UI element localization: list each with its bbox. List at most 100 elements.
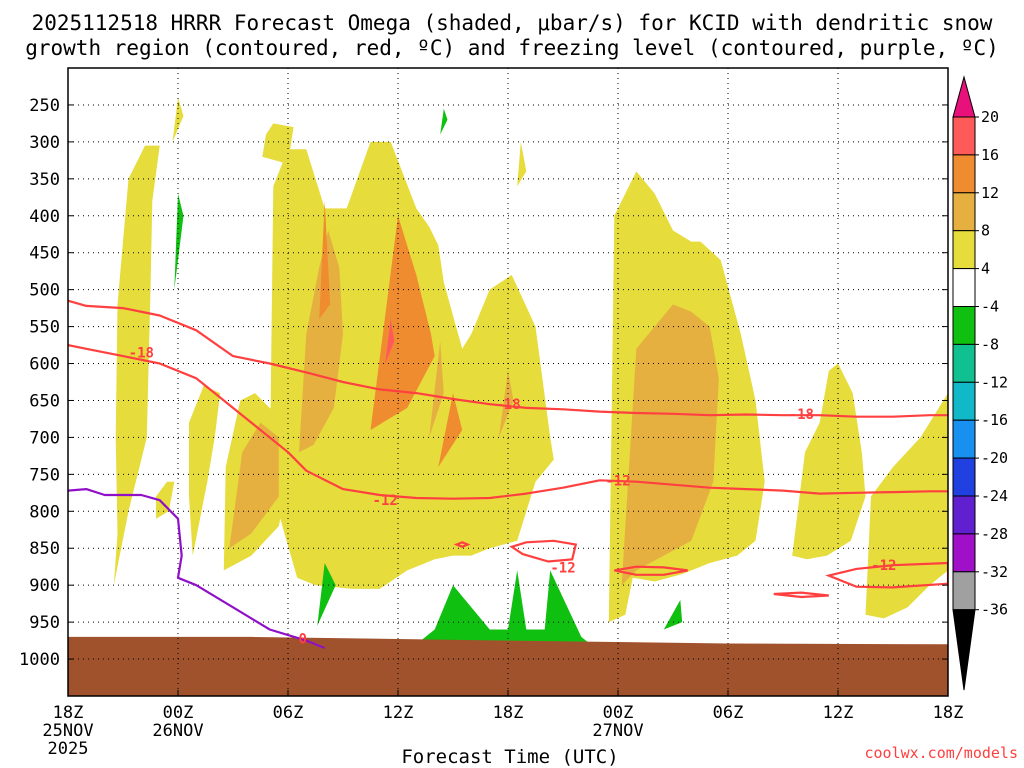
x-tick-label: 00Z (163, 703, 194, 723)
omega-region-omega-8-12 (299, 230, 343, 453)
omega-region-omega-8-12 (621, 304, 719, 586)
y-tick-label: 400 (29, 207, 60, 227)
colorbar: 20 16 12 8 4 -4 -8 -12 -16 -20 -24 -28 -32 -36 (952, 75, 1008, 691)
x-axis-title: Forecast Time (UTC) (401, 746, 618, 768)
contour-label: -12 (550, 560, 575, 576)
omega-shading-layer (113, 97, 948, 648)
omega-region-omega-4-8 (517, 141, 527, 187)
closed-contour (773, 591, 829, 599)
omega-region-omega-neg-4-8 (174, 193, 184, 290)
y-tick-label: 900 (29, 576, 60, 596)
y-tick-label: 750 (29, 465, 60, 485)
colorbar-swatch (952, 154, 976, 194)
y-tick-label: 500 (29, 281, 60, 301)
contour-layer (68, 299, 948, 650)
contour-label: -12 (373, 493, 398, 509)
omega-region-omega-4-8 (262, 123, 294, 164)
omega-region-omega-4-8 (865, 393, 948, 619)
colorbar-label: -12 (981, 373, 1008, 391)
x-tick-label: 00Z (603, 703, 634, 723)
x-tick-label: 18Z (933, 703, 964, 723)
closed-contour (825, 561, 948, 589)
omega-region-omega-neg-4-8 (440, 108, 448, 135)
colorbar-swatch (952, 571, 976, 611)
y-tick-label: 700 (29, 428, 60, 448)
x-tick-date: 25NOV (42, 721, 93, 741)
omega-region-omega-8-12 (429, 341, 444, 438)
colorbar-label: -32 (981, 563, 1008, 581)
colorbar-swatch (952, 306, 976, 345)
grid-layer (67, 68, 949, 696)
terrain-layer (68, 636, 948, 696)
omega-region-omega-8-12 (229, 422, 279, 549)
colorbar-label: 12 (981, 184, 999, 202)
contour-label: -12 (871, 558, 896, 574)
omega-region-omega-4-8 (792, 363, 866, 560)
x-tick-label: 12Z (383, 703, 414, 723)
contour-label: 0 (298, 631, 306, 647)
contour-label-layer: -18 -18 -18 -12 -12 -12 -12 0 (129, 345, 897, 647)
y-tick-label: 1000 (19, 650, 60, 670)
colorbar-label: -20 (981, 449, 1008, 467)
omega-region-omega-4-8 (172, 97, 184, 142)
colorbar-swatch (952, 533, 976, 573)
y-axis: 250 300 350 400 450 500 550 600 650 700 750 800 850 9… (19, 96, 948, 670)
y-tick-label: 950 (29, 613, 60, 633)
contour-label: -18 (495, 397, 520, 413)
colorbar-swatch (952, 457, 976, 497)
colorbar-swatch (952, 116, 976, 156)
y-tick-label: 350 (29, 170, 60, 190)
colorbar-swatch (952, 495, 976, 535)
colorbar-label: 4 (981, 260, 990, 278)
omega-region-omega-12-16 (319, 201, 331, 320)
omega-region-omega-16-20 (385, 319, 395, 364)
chart-title-line2: growth region (contoured, red, ºC) and f… (25, 36, 999, 60)
contour-label: -12 (605, 473, 630, 489)
x-tick-label: 06Z (713, 703, 744, 723)
x-tick-label: 18Z (53, 703, 84, 723)
closed-contour (614, 565, 688, 576)
x-tick-date: 26NOV (152, 721, 203, 741)
colorbar-label: -28 (981, 525, 1008, 543)
colorbar-swatch (952, 343, 976, 383)
colorbar-label: 16 (981, 146, 999, 164)
colorbar-swatch (952, 192, 976, 232)
colorbar-swatch (952, 381, 976, 421)
omega-region-omega-neg-4-8 (317, 563, 336, 626)
y-tick-label: 650 (29, 391, 60, 411)
x-tick-date: 27NOV (592, 721, 643, 741)
omega-region-omega-4-8 (156, 481, 175, 519)
omega-region-omega-neg-4-8 (398, 570, 591, 648)
contour-line (68, 344, 948, 500)
terrain-ground (68, 636, 948, 696)
omega-region-omega-12-16 (370, 215, 435, 430)
y-tick-label: 450 (29, 244, 60, 264)
contour-label: -18 (129, 345, 154, 361)
y-tick-label: 300 (29, 133, 60, 153)
omega-region-omega-4-8 (189, 385, 221, 556)
x-tick-label: 12Z (823, 703, 854, 723)
y-tick-label: 800 (29, 502, 60, 522)
colorbar-label: -16 (981, 411, 1008, 429)
colorbar-label: -8 (981, 335, 999, 353)
colorbar-swatch (952, 419, 976, 459)
colorbar-label: -36 (981, 601, 1008, 619)
y-tick-label: 250 (29, 96, 60, 116)
colorbar-label: -24 (981, 487, 1008, 505)
colorbar-swatch (952, 230, 976, 270)
y-tick-label: 550 (29, 318, 60, 338)
x-tick-year: 2025 (48, 739, 89, 759)
colorbar-swatch (952, 268, 976, 308)
omega-region-omega-4-8 (113, 145, 160, 586)
x-tick-label: 18Z (493, 703, 524, 723)
contour-line (68, 488, 326, 650)
omega-region-omega-8-12 (498, 370, 514, 438)
colorbar-label: 8 (981, 222, 990, 240)
closed-contour (453, 541, 471, 548)
x-tick-label: 06Z (273, 703, 304, 723)
colorbar-bottom-arrow (952, 609, 976, 691)
watermark: coolwx.com/models (864, 744, 1018, 762)
colorbar-label: 20 (981, 108, 999, 126)
